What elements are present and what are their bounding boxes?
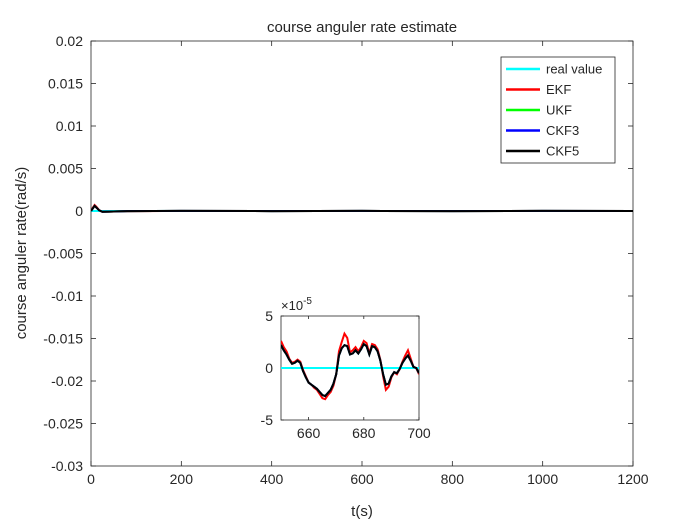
inset-y-tick-label: -5 bbox=[261, 412, 274, 428]
main-y-tick-label: 0.01 bbox=[56, 118, 83, 134]
main-y-tick-label: -0.005 bbox=[43, 245, 83, 261]
inset-ticks: 660 680 700 5 0 -5 bbox=[261, 308, 431, 441]
inset-x-tick-label: 700 bbox=[407, 425, 431, 441]
main-y-tick-label: -0.01 bbox=[51, 288, 83, 304]
inset-x-tick-label: 660 bbox=[297, 425, 321, 441]
main-series-ckf5-line bbox=[91, 204, 633, 213]
inset-x-tick-label: 680 bbox=[352, 425, 376, 441]
legend: real value EKF UKF CKF3 CKF5 bbox=[500, 56, 616, 164]
main-y-tick-label: -0.03 bbox=[51, 458, 83, 474]
main-x-tick-label: 400 bbox=[260, 471, 284, 487]
main-x-tick-label: 200 bbox=[170, 471, 194, 487]
main-y-tick-label: 0.02 bbox=[56, 33, 83, 49]
inset-y-tick-label: 0 bbox=[265, 360, 273, 376]
main-x-tick-label: 1200 bbox=[617, 471, 648, 487]
main-x-tick-label: 1000 bbox=[527, 471, 558, 487]
main-y-tick-label: 0.005 bbox=[48, 160, 83, 176]
inset-series-ckf5-line bbox=[281, 342, 419, 398]
legend-label-ckf5: CKF5 bbox=[546, 144, 579, 159]
inset-y-scale-factor: ×10-5 bbox=[281, 296, 312, 313]
main-y-tick-label: 0.015 bbox=[48, 75, 83, 91]
main-x-tick-label: 600 bbox=[350, 471, 374, 487]
legend-label-real-value: real value bbox=[546, 62, 602, 77]
inset-series-group bbox=[281, 331, 419, 401]
legend-label-ckf3: CKF3 bbox=[546, 123, 579, 138]
main-y-tick-label: -0.015 bbox=[43, 330, 83, 346]
x-axis-label: t(s) bbox=[351, 503, 373, 520]
main-y-tick-label: -0.025 bbox=[43, 415, 83, 431]
inset-y-tick-label: 5 bbox=[265, 308, 273, 324]
main-ticks: 0 200 400 600 800 1000 1200 0.02 0.015 0.01 0.005 0… bbox=[43, 33, 648, 487]
main-x-tick-label: 800 bbox=[441, 471, 465, 487]
main-x-tick-label: 0 bbox=[87, 471, 95, 487]
y-axis-label: course anguler rate(rad/s) bbox=[13, 167, 30, 340]
inset-y-scale-exponent: -5 bbox=[303, 296, 312, 307]
legend-label-ekf: EKF bbox=[546, 82, 571, 97]
inset-y-scale-base: ×10 bbox=[281, 298, 303, 313]
chart-title: course anguler rate estimate bbox=[267, 19, 457, 36]
main-series-group bbox=[91, 203, 633, 213]
main-y-tick-label: -0.02 bbox=[51, 373, 83, 389]
legend-label-ukf: UKF bbox=[546, 103, 572, 118]
main-y-tick-label: 0 bbox=[75, 203, 83, 219]
